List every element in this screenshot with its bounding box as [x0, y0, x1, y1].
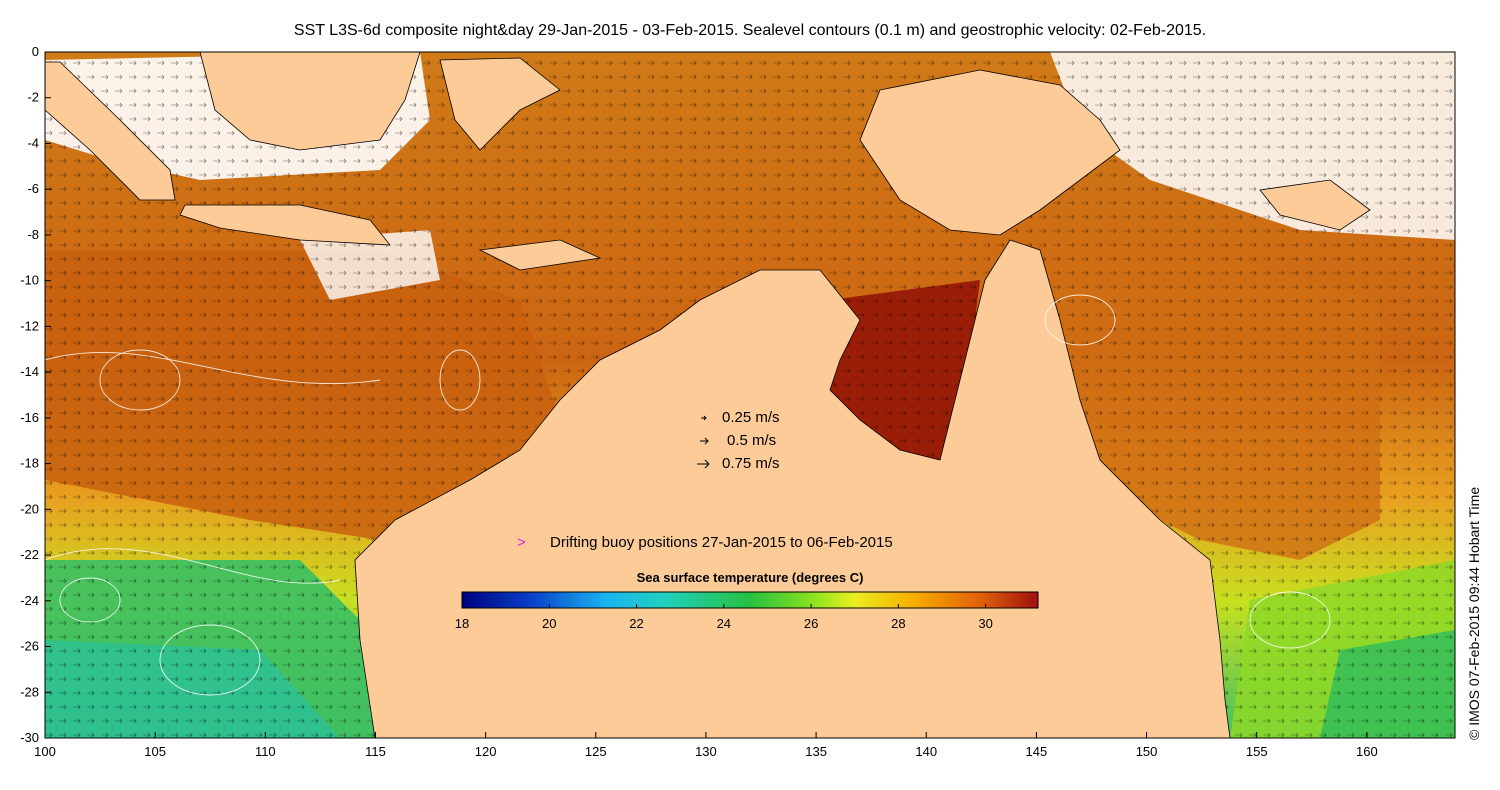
y-tick-label: 0 — [32, 44, 39, 59]
y-tick-label: -10 — [20, 273, 39, 288]
velocity-legend-item-2: 0.5 m/s — [700, 432, 776, 449]
y-tick-label: -22 — [20, 547, 39, 562]
x-tick-label: 105 — [144, 744, 166, 759]
x-tick-label: 100 — [34, 744, 56, 759]
buoy-label: Drifting buoy positions 27-Jan-2015 to 0… — [550, 534, 893, 551]
x-tick-label: 120 — [475, 744, 497, 759]
sumatra — [44, 61, 176, 201]
colorbar-title: Sea surface temperature (degrees C) — [637, 570, 864, 585]
y-tick-label: -30 — [20, 730, 39, 745]
map-frame — [44, 51, 1456, 739]
y-tick-label: -16 — [20, 410, 39, 425]
x-tick-label: 135 — [805, 744, 827, 759]
x-tick-label: 150 — [1136, 744, 1158, 759]
y-axis: 0 -2 -4 -6 -8 -10 -12 -14 -16 -18 -20 -22 -24 -26 -28 -… — [20, 44, 51, 745]
colorbar-tick-label: 18 — [455, 616, 469, 631]
borneo — [199, 51, 421, 151]
x-axis: 100 105 110 115 120 125 130 135 140 145 150 155 160 — [34, 732, 1378, 759]
land-masses — [44, 51, 1371, 739]
new-guinea — [859, 69, 1121, 236]
velocity-legend: 0.25 m/s 0.5 m/s 0.75 m/s — [697, 409, 780, 472]
x-tick-label: 125 — [585, 744, 607, 759]
y-tick-label: -24 — [20, 593, 39, 608]
x-tick-label: 140 — [915, 744, 937, 759]
sulawesi — [439, 57, 561, 151]
y-tick-label: -12 — [20, 318, 39, 333]
buoy-legend: > Drifting buoy positions 27-Jan-2015 to… — [517, 534, 893, 551]
x-tick-label: 110 — [255, 744, 276, 759]
y-tick-label: -4 — [27, 135, 39, 150]
velocity-legend-item-1: 0.25 m/s — [701, 409, 780, 426]
x-tick-label: 130 — [695, 744, 717, 759]
y-tick-label: -6 — [27, 181, 39, 196]
x-tick-label: 155 — [1246, 744, 1268, 759]
y-tick-label: -14 — [20, 364, 39, 379]
timor — [478, 239, 602, 271]
y-tick-label: -2 — [27, 90, 39, 105]
arrow-0.5-icon — [700, 437, 709, 445]
colorbar: Sea surface temperature (degrees C) 18 20… — [455, 570, 1039, 631]
colorbar-tick-label: 26 — [804, 616, 818, 631]
java — [179, 204, 391, 246]
colorbar-tick-label: 30 — [978, 616, 992, 631]
sealevel-contours — [44, 294, 1331, 696]
map-title: SST L3S-6d composite night&day 29-Jan-20… — [293, 22, 1207, 39]
y-tick-label: -18 — [20, 456, 39, 471]
y-tick-label: -8 — [27, 227, 39, 242]
colorbar-tick-label: 28 — [891, 616, 905, 631]
arrow-0.75-icon — [697, 459, 710, 469]
x-tick-label: 160 — [1356, 744, 1378, 759]
colorbar-tick-label: 24 — [717, 616, 731, 631]
credit-text: © IMOS 07-Feb-2015 09:44 Hobart Time — [1466, 486, 1482, 740]
x-tick-label: 145 — [1026, 744, 1048, 759]
velocity-label-2: 0.5 m/s — [727, 432, 776, 449]
x-tick-label: 115 — [365, 744, 386, 759]
australia — [354, 239, 1231, 739]
new-britain — [1259, 179, 1371, 231]
y-tick-label: -20 — [20, 501, 39, 516]
y-tick-label: -26 — [20, 639, 39, 654]
buoy-marker-icon: > — [517, 534, 526, 551]
velocity-legend-item-3: 0.75 m/s — [697, 455, 780, 472]
colorbar-ticks: 18 20 22 24 26 28 30 — [455, 604, 993, 631]
colorbar-tick-label: 20 — [542, 616, 556, 631]
colorbar-gradient — [461, 591, 1039, 609]
velocity-label-3: 0.75 m/s — [722, 455, 780, 472]
velocity-label-1: 0.25 m/s — [722, 409, 780, 426]
arrow-0.25-icon — [701, 415, 707, 421]
y-tick-label: -28 — [20, 684, 39, 699]
colorbar-tick-label: 22 — [629, 616, 643, 631]
